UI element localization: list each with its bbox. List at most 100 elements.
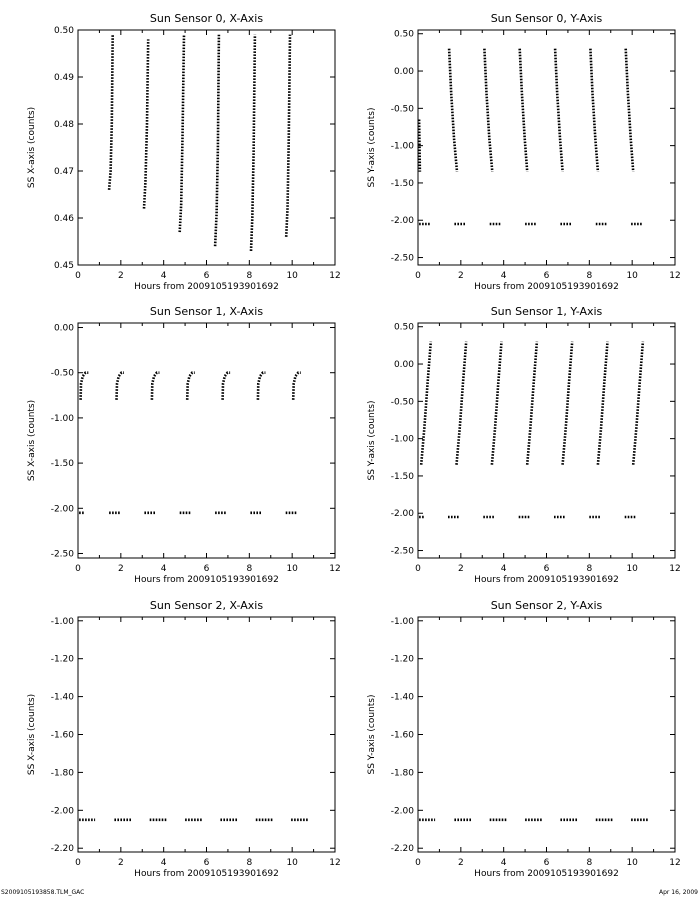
- y-tick-label: -1.50: [391, 472, 415, 482]
- x-tick-label: 4: [501, 564, 507, 574]
- y-tick-label: -1.00: [391, 435, 415, 445]
- x-tick-label: 12: [669, 858, 680, 868]
- footer-filename: S2009105193858.TLM_GAC: [1, 889, 85, 896]
- x-tick-label: 0: [415, 858, 421, 868]
- data-segment: [447, 48, 459, 172]
- data-segment: [624, 48, 635, 172]
- plot-frame: [77, 29, 336, 266]
- data-segment: [483, 48, 494, 172]
- y-axis-label: SS X-axis (counts): [27, 107, 37, 188]
- data-segment: [596, 341, 609, 465]
- data-segment: [115, 371, 124, 400]
- y-tick-label: -2.50: [391, 547, 415, 557]
- y-axis-label: SS Y-axis (counts): [367, 695, 377, 775]
- plot-frame: [417, 29, 676, 266]
- x-axis-label: Hours from 2009105193901692: [134, 869, 279, 877]
- x-tick-label: 0: [415, 564, 421, 574]
- x-tick-label: 4: [161, 564, 167, 574]
- chart-svg: Sun Sensor 2, Y-Axis 0 2 4 6 8 10 12 -2.20 -2.00 -…: [367, 599, 680, 877]
- plot-frame: [77, 616, 336, 853]
- y-tick-label: -1.60: [391, 731, 415, 741]
- data-segment: [213, 34, 221, 247]
- x-tick-label: 2: [458, 564, 464, 574]
- x-tick-label: 2: [458, 858, 464, 868]
- y-tick-label: -1.80: [391, 768, 415, 778]
- y-axis-label: SS Y-axis (counts): [367, 108, 377, 188]
- data-segment: [142, 39, 150, 209]
- x-tick-label: 8: [586, 271, 592, 281]
- y-tick-label: 0.00: [54, 324, 74, 334]
- x-axis-label: Hours from 2009105193901692: [134, 575, 279, 583]
- chart-sun-sensor-2-y: Sun Sensor 2, Y-Axis 0 2 4 6 8 10 12 -2.20 -2.00 -…: [340, 587, 680, 877]
- y-tick-label: 0.50: [394, 323, 414, 333]
- y-tick-label: 0.45: [54, 261, 74, 271]
- x-tick-label: 8: [586, 858, 592, 868]
- chart-title: Sun Sensor 1, Y-Axis: [491, 305, 603, 318]
- x-tick-label: 0: [415, 271, 421, 281]
- x-tick-label: 10: [286, 564, 298, 574]
- x-tick-label: 0: [75, 564, 81, 574]
- y-tick-label: -1.40: [391, 693, 415, 703]
- x-tick-label: 0: [75, 858, 81, 868]
- y-tick-label: 0.49: [54, 73, 74, 83]
- y-tick-label: -2.00: [391, 216, 415, 226]
- chart-sun-sensor-1-y: Sun Sensor 1, Y-Axis 0 2 4 6 8 10 12 -2.50 -2.00 -…: [340, 293, 680, 583]
- x-tick-label: 6: [204, 564, 210, 574]
- y-tick-label: -2.00: [51, 806, 75, 816]
- data-segment: [185, 371, 195, 400]
- y-tick-label: -0.50: [391, 104, 415, 114]
- x-tick-label: 10: [286, 858, 298, 868]
- y-tick-label: 0.46: [54, 214, 74, 224]
- y-tick-label: -1.60: [51, 731, 75, 741]
- footer-date: Apr 16, 2009: [658, 889, 698, 896]
- plot-frame: [77, 322, 336, 559]
- data-segment: [249, 34, 257, 251]
- data-segment: [419, 341, 433, 465]
- data-segment: [561, 341, 574, 465]
- data-segment: [256, 371, 266, 400]
- data-segment: [178, 34, 186, 233]
- data-segment: [107, 34, 114, 190]
- chart-svg: Sun Sensor 2, X-Axis 0 2 4 6 8 10 12 -2.20 -2.00 -…: [27, 599, 340, 877]
- x-axis-label: Hours from 2009105193901692: [474, 575, 619, 583]
- y-tick-label: -1.20: [51, 655, 75, 665]
- chart-sun-sensor-0-x: Sun Sensor 0, X-Axis 0 2 4 6 8 10 12 0.45 0.46 0.4…: [0, 0, 340, 290]
- x-tick-label: 12: [669, 271, 680, 281]
- chart-title: Sun Sensor 0, Y-Axis: [491, 12, 603, 25]
- chart-svg: Sun Sensor 1, X-Axis 0 2 4 6 8 10 12 -2.50 -2.00 -…: [27, 305, 340, 583]
- y-tick-label: -1.00: [391, 142, 415, 152]
- data-segment: [455, 341, 468, 465]
- x-axis-label: Hours from 2009105193901692: [134, 282, 279, 290]
- x-tick-label: 6: [204, 858, 210, 868]
- x-tick-label: 12: [669, 564, 680, 574]
- chart-sun-sensor-1-x: Sun Sensor 1, X-Axis 0 2 4 6 8 10 12 -2.50 -2.00 -…: [0, 293, 340, 583]
- x-tick-label: 10: [626, 858, 638, 868]
- y-tick-label: 0.00: [394, 360, 414, 370]
- y-tick-label: 0.50: [54, 26, 74, 36]
- chart-title: Sun Sensor 0, X-Axis: [150, 12, 263, 25]
- y-axis-label: SS X-axis (counts): [27, 694, 37, 775]
- chart-svg: Sun Sensor 0, Y-Axis 0 2 4 6 8 10 12 -2.50 -2.00 -…: [367, 12, 680, 290]
- y-tick-label: -1.20: [391, 655, 415, 665]
- chart-sun-sensor-2-x: Sun Sensor 2, X-Axis 0 2 4 6 8 10 12 -2.20 -2.00 -…: [0, 587, 340, 877]
- y-tick-label: -2.00: [391, 509, 415, 519]
- y-tick-label: -2.00: [51, 504, 75, 514]
- y-tick-label: -2.20: [391, 844, 415, 854]
- x-tick-label: 4: [501, 858, 507, 868]
- y-axis-label: SS X-axis (counts): [27, 400, 37, 481]
- x-tick-label: 8: [246, 858, 252, 868]
- x-tick-label: 8: [586, 564, 592, 574]
- chart-svg: Sun Sensor 0, X-Axis 0 2 4 6 8 10 12 0.45 0.46 0.4…: [27, 12, 340, 290]
- chart-title: Sun Sensor 2, Y-Axis: [491, 599, 603, 612]
- x-tick-label: 6: [544, 271, 550, 281]
- data-segment: [150, 371, 160, 400]
- y-tick-label: -2.50: [51, 549, 75, 559]
- x-axis-label: Hours from 2009105193901692: [474, 282, 619, 290]
- y-tick-label: -2.20: [51, 844, 75, 854]
- chart-svg: Sun Sensor 1, Y-Axis 0 2 4 6 8 10 12 -2.50 -2.00 -…: [367, 305, 680, 583]
- x-tick-label: 6: [204, 271, 210, 281]
- data-segment: [79, 371, 89, 400]
- chart-title: Sun Sensor 2, X-Axis: [150, 599, 263, 612]
- y-tick-label: 0.47: [54, 167, 74, 177]
